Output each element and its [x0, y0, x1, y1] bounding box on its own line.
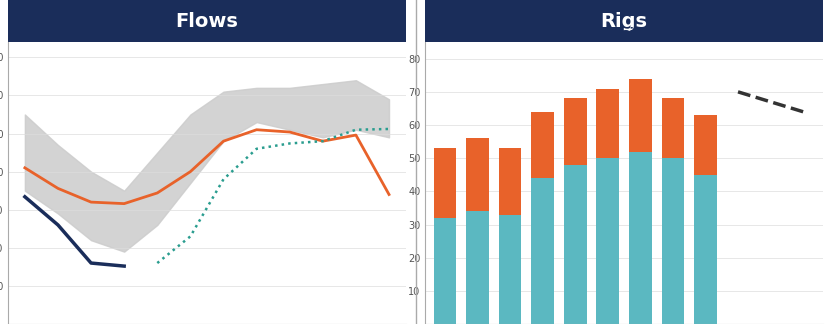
Bar — [466, 211, 489, 324]
Text: Flows: Flows — [175, 12, 238, 30]
Bar — [629, 152, 652, 324]
Bar — [466, 138, 489, 211]
Bar — [694, 175, 717, 324]
Bar — [694, 115, 717, 175]
Bar — [563, 98, 587, 165]
Bar — [661, 158, 684, 324]
Bar — [499, 148, 522, 214]
Bar — [563, 165, 587, 324]
Bar — [531, 112, 554, 178]
Bar — [531, 178, 554, 324]
Title: Anadarko Basin Rig Count: Anadarko Basin Rig Count — [533, 27, 715, 40]
Bar — [434, 218, 456, 324]
Bar — [661, 98, 684, 158]
Bar — [597, 88, 619, 158]
Bar — [499, 214, 522, 324]
Title: Pacific Region Storage Inventories: Pacific Region Storage Inventories — [86, 27, 328, 40]
Text: Rigs: Rigs — [601, 12, 647, 30]
Bar — [629, 79, 652, 152]
Bar — [597, 158, 619, 324]
Bar — [434, 148, 456, 218]
